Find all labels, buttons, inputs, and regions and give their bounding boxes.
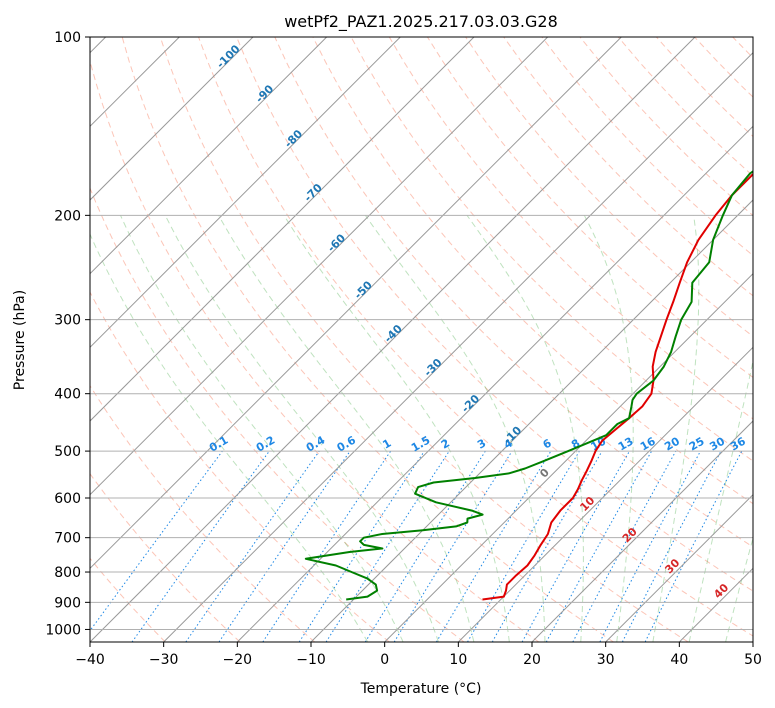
moist-adiabat — [218, 215, 475, 642]
x-tick-label: 30 — [597, 652, 615, 668]
isotherm-line — [90, 37, 622, 570]
mixing-ratio-line — [521, 450, 630, 642]
moist-adiabat — [120, 215, 404, 642]
dry-adiabat — [90, 291, 390, 642]
mixing-ratio-line — [90, 450, 223, 632]
moist-adiabat — [466, 215, 584, 642]
y-tick-label: 1000 — [45, 622, 81, 638]
moist-adiabat — [90, 232, 369, 642]
x-tick-label: 0 — [380, 652, 389, 668]
temperature-profile-line — [482, 172, 753, 601]
y-axis-label: Pressure (hPa) — [12, 290, 28, 390]
dry-adiabat — [90, 384, 316, 642]
x-tick-label: −10 — [296, 652, 326, 668]
dry-adiabat — [465, 37, 753, 338]
dry-adiabat — [159, 37, 689, 642]
chart-title: wetPf2_PAZ1.2025.217.03.03.G28 — [284, 12, 558, 32]
x-tick-label: −40 — [75, 652, 105, 668]
dry-adiabat — [274, 37, 753, 548]
y-tick-label: 800 — [54, 565, 81, 581]
dry-adiabat — [121, 37, 614, 642]
x-tick-label: −30 — [149, 652, 179, 668]
y-tick-label: 900 — [54, 595, 81, 611]
mixing-ratio-line — [325, 450, 450, 642]
mixing-ratio-line — [572, 450, 677, 642]
mixing-ratio-line — [185, 450, 320, 642]
isotherm-line — [163, 51, 753, 642]
dry-adiabat — [426, 37, 753, 378]
x-tick-label: −20 — [223, 652, 253, 668]
isotherm-line — [605, 493, 753, 642]
dry-adiabat — [312, 37, 753, 505]
isotherm-line — [90, 37, 401, 349]
mixing-ratio-line — [262, 450, 392, 642]
mixing-ratio-line — [644, 450, 743, 642]
dry-adiabat — [90, 472, 241, 642]
y-tick-label: 500 — [54, 444, 81, 460]
moist-adiabat — [164, 215, 439, 642]
y-tick-label: 300 — [54, 313, 81, 329]
x-tick-label: 50 — [744, 652, 762, 668]
dry-adiabat — [388, 37, 753, 420]
x-tick-label: 40 — [670, 652, 688, 668]
isotherm-line — [90, 37, 549, 496]
moist-adiabat — [364, 215, 546, 642]
x-tick-label: 10 — [449, 652, 467, 668]
mixing-ratio-line — [545, 450, 653, 642]
x-tick-label: 20 — [523, 652, 541, 668]
plot-frame — [89, 36, 754, 643]
isotherm-line — [531, 420, 753, 642]
moist-adiabat — [283, 215, 510, 642]
mixing-ratio-line — [218, 450, 351, 642]
moist-adiabat — [652, 215, 700, 642]
moist-adiabat — [583, 215, 634, 642]
y-tick-label: 700 — [54, 531, 81, 547]
dry-adiabat — [236, 37, 753, 592]
y-tick-label: 200 — [54, 208, 81, 224]
dry-adiabat — [503, 37, 753, 297]
mixing-ratio-line — [298, 450, 425, 642]
y-tick-label: 400 — [54, 387, 81, 403]
isotherm-line — [310, 199, 753, 642]
isotherm-line — [384, 272, 753, 642]
isotherm-line — [457, 346, 753, 642]
y-tick-label: 600 — [54, 491, 81, 507]
mixing-ratio-line — [393, 450, 513, 642]
x-axis-label: Temperature (°C) — [360, 681, 482, 697]
dry-adiabat — [350, 37, 753, 462]
y-tick-label: 100 — [54, 30, 81, 46]
dry-adiabat — [90, 186, 465, 642]
isotherm-line — [90, 37, 475, 422]
isotherm-line — [90, 37, 696, 642]
dry-adiabat — [90, 59, 540, 642]
isotherm-line — [90, 37, 254, 201]
isotherm-line — [236, 125, 753, 642]
dewpoint-profile-line — [304, 170, 753, 601]
mixing-ratio-line — [131, 450, 270, 642]
isotherm-line — [90, 37, 328, 275]
